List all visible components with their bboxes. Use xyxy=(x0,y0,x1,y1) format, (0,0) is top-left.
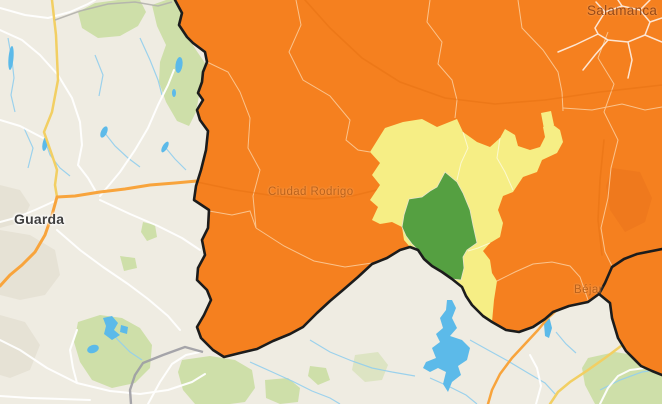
dark-region-border xyxy=(173,0,662,377)
park-area xyxy=(141,222,157,241)
forest-patch xyxy=(606,168,652,232)
lake xyxy=(8,46,14,70)
admin-boundary-line xyxy=(54,1,173,21)
orange-highways xyxy=(0,179,560,404)
highway-a25 xyxy=(55,179,199,199)
region-yellow-small xyxy=(541,111,554,129)
park-area xyxy=(308,366,330,385)
lakes xyxy=(8,46,552,392)
lake xyxy=(175,57,183,73)
road-yellow-bottom-right xyxy=(548,344,623,404)
park-area xyxy=(74,315,152,388)
reservoir xyxy=(423,300,470,392)
overlay-road-salamanca xyxy=(304,0,662,105)
border-main xyxy=(173,0,662,359)
region-orange-wedge xyxy=(599,249,662,375)
salamanca-road-cluster xyxy=(557,0,662,79)
municipality-borders-orange xyxy=(206,0,662,301)
park-area xyxy=(178,356,255,404)
highway-bottom-right xyxy=(486,307,560,404)
highway-south xyxy=(0,195,59,288)
lake xyxy=(172,89,176,97)
road-yellow-left xyxy=(42,0,623,404)
park-area xyxy=(120,256,137,271)
border-branch xyxy=(597,292,662,377)
lake xyxy=(87,344,99,354)
municipality-borders-yellow xyxy=(456,131,514,252)
gray-country-border xyxy=(128,345,204,404)
terrain-shading xyxy=(0,185,60,378)
lake xyxy=(120,325,128,334)
park-area xyxy=(265,378,300,404)
lake xyxy=(103,316,120,340)
lake xyxy=(100,126,108,138)
park-area xyxy=(78,0,146,38)
lake xyxy=(161,141,169,153)
